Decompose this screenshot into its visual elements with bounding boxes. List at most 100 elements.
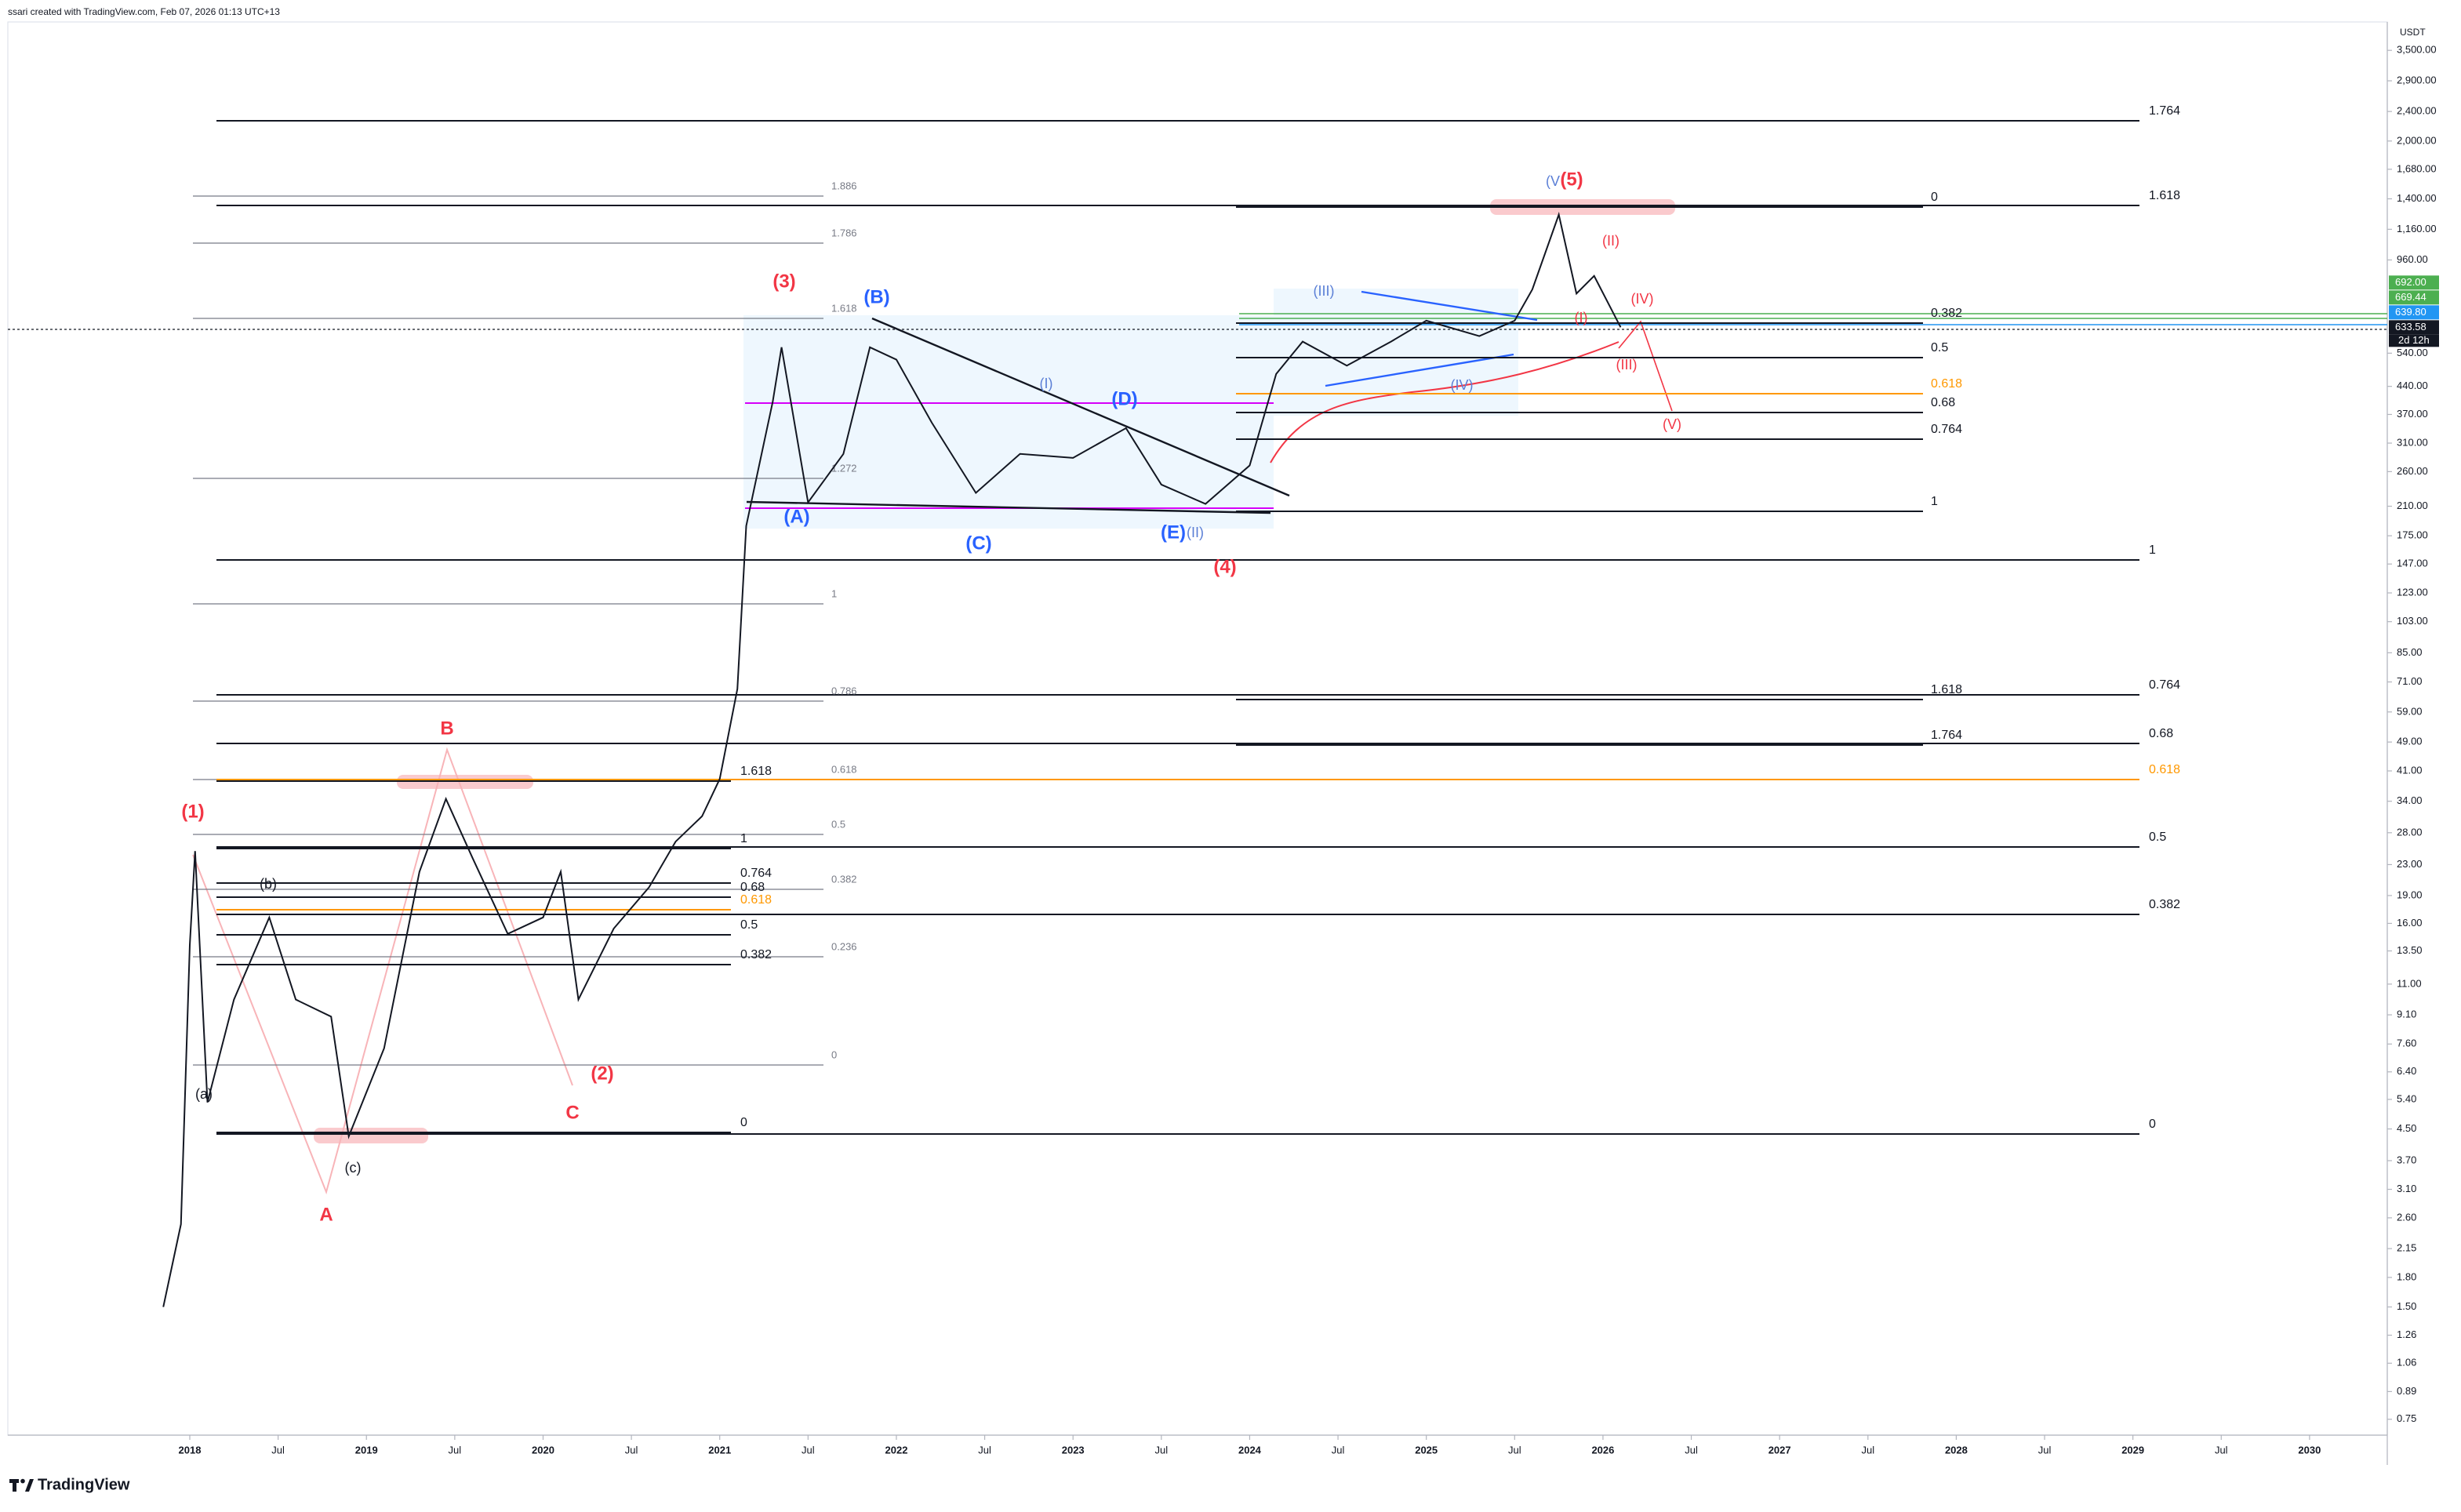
wave-label: (C) bbox=[965, 532, 991, 554]
wave-label: (2) bbox=[591, 1063, 613, 1084]
x-tick-label: 2030 bbox=[2298, 1444, 2321, 1456]
fib-label: 0.5 bbox=[2149, 831, 2166, 844]
range-box bbox=[1274, 289, 1518, 416]
y-tick-label: 1,160.00 bbox=[2397, 223, 2437, 234]
x-tick-label: 2028 bbox=[1945, 1444, 1968, 1456]
y-tick-label: 103.00 bbox=[2397, 615, 2428, 627]
fib-label: 0 bbox=[740, 1116, 747, 1129]
wave-label: (A) bbox=[783, 506, 809, 527]
brand-logo bbox=[9, 1478, 34, 1492]
wave-label: (V bbox=[1546, 173, 1560, 189]
fib-label: 0.764 bbox=[1931, 423, 1962, 436]
wave-label: A bbox=[319, 1204, 333, 1225]
y-tick-label: 6.40 bbox=[2397, 1065, 2416, 1077]
wave-label: (D) bbox=[1111, 388, 1137, 409]
currency: USDT bbox=[2400, 27, 2426, 38]
y-tick-label: 11.00 bbox=[2397, 977, 2422, 989]
price-tag bbox=[2389, 290, 2439, 305]
y-tick-label: 210.00 bbox=[2397, 500, 2428, 511]
fib-label: 0 bbox=[831, 1049, 837, 1060]
x-tick-label: Jul bbox=[449, 1444, 462, 1456]
x-tick-label: 2018 bbox=[179, 1444, 202, 1456]
fib-label: 1 bbox=[2149, 543, 2156, 557]
y-tick-label: 2,000.00 bbox=[2397, 134, 2437, 146]
fib-label: 0.786 bbox=[831, 685, 857, 696]
brand: TradingView bbox=[38, 1476, 130, 1493]
wave-label: (II) bbox=[1602, 233, 1619, 249]
wave-label: (5) bbox=[1560, 169, 1583, 190]
wave-label: (B) bbox=[863, 286, 889, 307]
x-tick-label: 2022 bbox=[885, 1444, 908, 1456]
y-tick-label: 41.00 bbox=[2397, 764, 2423, 776]
y-tick-label: 123.00 bbox=[2397, 586, 2428, 598]
fib-label: 1 bbox=[1931, 495, 1938, 508]
wave-label: C bbox=[565, 1102, 579, 1123]
fib-label: 0.618 bbox=[740, 893, 772, 907]
fib-label: 1.272 bbox=[831, 462, 857, 474]
y-tick-label: 9.10 bbox=[2397, 1008, 2416, 1020]
wave-label: B bbox=[440, 718, 453, 739]
x-tick-label: 2025 bbox=[1415, 1444, 1438, 1456]
fib-label: 0.382 bbox=[831, 873, 857, 885]
wave-label: (c) bbox=[345, 1160, 362, 1176]
fib-label: 0.618 bbox=[831, 763, 857, 775]
header: ssari created with TradingView.com, Feb … bbox=[8, 6, 280, 17]
fib-label: 1 bbox=[831, 587, 837, 599]
fib-label: 0.68 bbox=[1931, 396, 1955, 409]
trendline bbox=[1361, 290, 1538, 322]
x-tick-label: Jul bbox=[1332, 1444, 1345, 1456]
wave-label: (E) bbox=[1161, 522, 1186, 543]
fib-label: 0.68 bbox=[2149, 727, 2173, 740]
y-tick-label: 23.00 bbox=[2397, 858, 2423, 870]
y-tick-label: 13.50 bbox=[2397, 944, 2423, 956]
trendline bbox=[871, 317, 1290, 497]
x-tick-label: Jul bbox=[978, 1444, 991, 1456]
y-tick-label: 440.00 bbox=[2397, 380, 2428, 391]
fib-label: 1.764 bbox=[2149, 104, 2180, 118]
highlight-zone bbox=[314, 1128, 428, 1143]
x-tick-label: Jul bbox=[1508, 1444, 1521, 1456]
x-tick-label: Jul bbox=[1861, 1444, 1874, 1456]
wave-label: (III) bbox=[1616, 357, 1638, 373]
projection bbox=[1618, 320, 1673, 412]
fib-label: 0 bbox=[1931, 191, 1938, 204]
y-tick-label: 28.00 bbox=[2397, 826, 2423, 838]
fib-label: 0.618 bbox=[1931, 377, 1962, 391]
x-tick-label: 2021 bbox=[708, 1444, 731, 1456]
y-tick-label: 3,500.00 bbox=[2397, 44, 2437, 56]
range-box bbox=[743, 315, 1274, 529]
fib-label: 0.382 bbox=[740, 948, 772, 961]
x-tick-label: Jul bbox=[1155, 1444, 1169, 1456]
wave-label: (I) bbox=[1040, 376, 1053, 391]
fib-label: 0.382 bbox=[2149, 898, 2180, 911]
y-tick-label: 1.80 bbox=[2397, 1270, 2416, 1282]
y-tick-label: 960.00 bbox=[2397, 253, 2428, 265]
y-tick-label: 0.75 bbox=[2397, 1412, 2416, 1424]
fib-label: 0.764 bbox=[2149, 678, 2180, 692]
y-tick-label: 1,680.00 bbox=[2397, 162, 2437, 174]
fib-label: 0.382 bbox=[1931, 307, 1962, 320]
y-tick-label: 175.00 bbox=[2397, 529, 2428, 541]
wave-label: (V) bbox=[1663, 416, 1681, 432]
fib-label: 0.5 bbox=[831, 818, 845, 830]
x-tick-label: 2026 bbox=[1591, 1444, 1614, 1456]
y-tick-label: 1,400.00 bbox=[2397, 192, 2437, 204]
fib-label: 0.5 bbox=[740, 918, 758, 932]
wave-label: (IV) bbox=[1631, 291, 1654, 307]
y-tick-label: 85.00 bbox=[2397, 646, 2423, 658]
fib-label: 0 bbox=[2149, 1118, 2156, 1131]
price-line bbox=[162, 212, 1622, 1307]
x-tick-label: Jul bbox=[1685, 1444, 1698, 1456]
wave-label: (III) bbox=[1314, 283, 1335, 299]
fib-label: 1 bbox=[740, 832, 747, 845]
price-tag bbox=[2389, 305, 2439, 320]
x-tick-label: Jul bbox=[271, 1444, 285, 1456]
fib-label: 1.786 bbox=[831, 227, 857, 238]
y-tick-label: 4.50 bbox=[2397, 1122, 2416, 1134]
y-tick-label: 5.40 bbox=[2397, 1092, 2416, 1104]
y-tick-label: 16.00 bbox=[2397, 917, 2423, 929]
wave-label: (II) bbox=[1187, 525, 1204, 540]
y-tick-label: 2.60 bbox=[2397, 1211, 2416, 1223]
